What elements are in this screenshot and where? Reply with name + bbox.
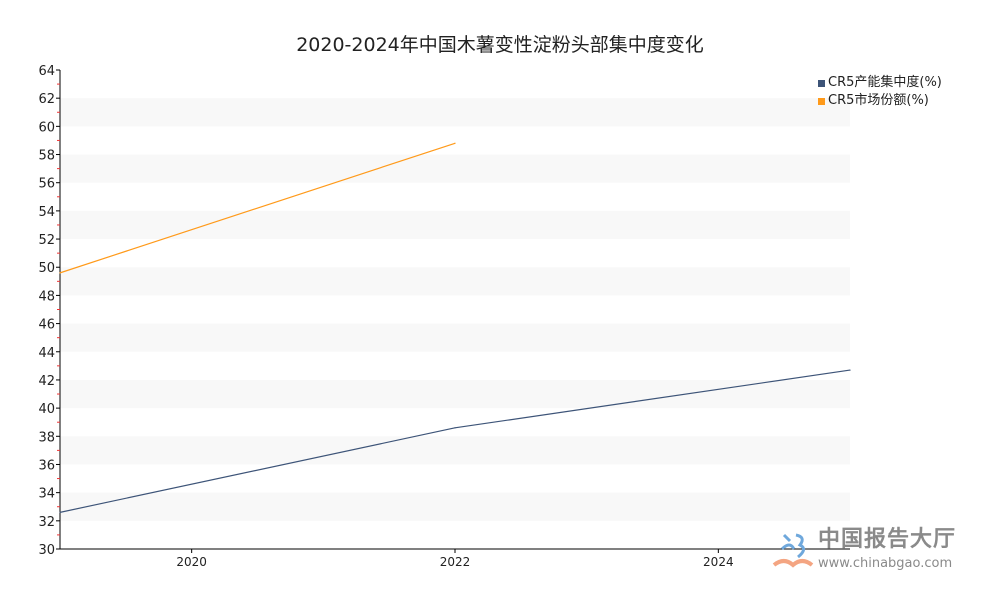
watermark-logo-icon bbox=[772, 533, 814, 568]
data-point bbox=[59, 511, 61, 513]
grid-band bbox=[60, 379, 850, 409]
grid-band bbox=[60, 210, 850, 240]
x-tick-label: 2020 bbox=[176, 555, 207, 569]
grid-band bbox=[60, 492, 850, 521]
legend-label: CR5市场份额(%) bbox=[828, 93, 929, 108]
y-tick-label: 30 bbox=[38, 543, 55, 558]
legend-item-capacity[interactable]: CR5产能集中度(%) bbox=[818, 74, 942, 92]
grid-band bbox=[60, 98, 850, 127]
y-tick-label: 44 bbox=[38, 346, 55, 361]
y-tick-label: 48 bbox=[38, 289, 55, 304]
legend-swatch bbox=[818, 97, 825, 105]
legend-label: CR5产能集中度(%) bbox=[828, 75, 942, 90]
watermark: 中国报告大厅 www.chinabgao.com bbox=[770, 527, 995, 573]
y-tick-label: 34 bbox=[38, 487, 55, 502]
y-tick-label: 40 bbox=[38, 402, 55, 417]
x-tick-label: 2022 bbox=[440, 555, 471, 569]
y-tick-label: 46 bbox=[38, 318, 55, 333]
grid-band bbox=[60, 323, 850, 352]
y-tick-label: 38 bbox=[38, 430, 55, 445]
y-tick-label: 58 bbox=[38, 149, 55, 164]
watermark-name: 中国报告大厅 bbox=[818, 527, 957, 552]
data-point bbox=[454, 142, 456, 144]
legend-item-market-share[interactable]: CR5市场份额(%) bbox=[818, 92, 942, 110]
y-tick-label: 32 bbox=[38, 515, 55, 530]
grid-band bbox=[60, 267, 850, 296]
grid-band bbox=[60, 436, 850, 465]
legend-swatch bbox=[818, 79, 825, 87]
chart-title: 2020-2024年中国木薯变性淀粉头部集中度变化 bbox=[296, 34, 704, 56]
legend: CR5产能集中度(%) CR5市场份额(%) bbox=[818, 74, 942, 110]
y-tick-label: 60 bbox=[38, 120, 55, 135]
y-tick-label: 42 bbox=[38, 374, 55, 389]
y-tick-label: 62 bbox=[38, 92, 55, 107]
grid-band bbox=[60, 154, 850, 183]
watermark-url: www.chinabgao.com bbox=[818, 556, 953, 571]
y-tick-label: 36 bbox=[38, 458, 55, 473]
y-tick-label: 54 bbox=[38, 205, 55, 220]
series-line-1 bbox=[59, 142, 456, 274]
x-tick-label: 2024 bbox=[703, 555, 734, 569]
y-tick-label: 56 bbox=[38, 177, 55, 192]
data-point bbox=[849, 369, 851, 371]
data-point bbox=[59, 272, 61, 274]
y-tick-label: 50 bbox=[38, 261, 55, 276]
y-tick-label: 52 bbox=[38, 233, 55, 248]
y-tick-label: 64 bbox=[38, 64, 55, 79]
data-point bbox=[454, 427, 456, 429]
